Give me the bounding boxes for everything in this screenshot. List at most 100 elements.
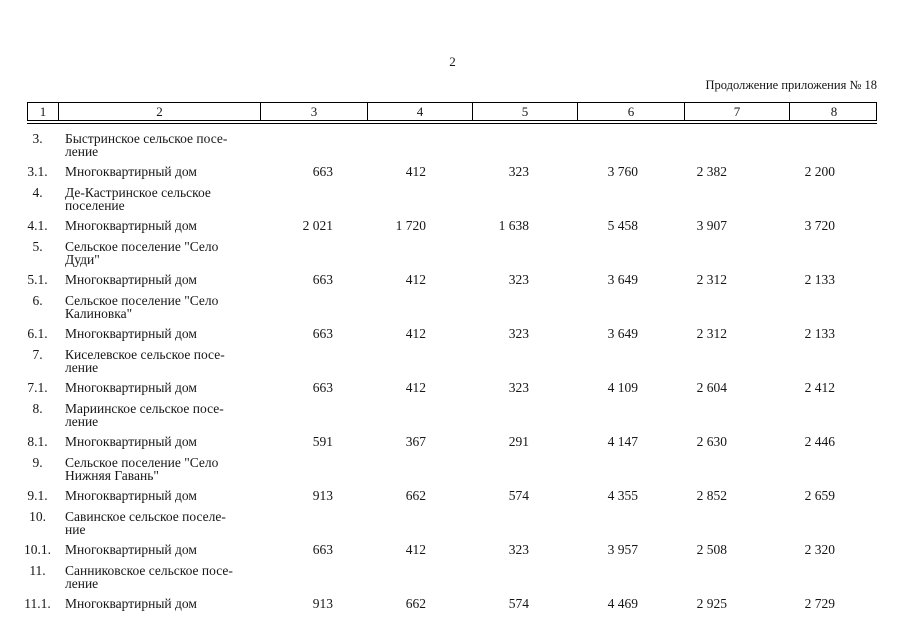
row-number-cell: 3.: [27, 131, 58, 147]
row-name-cell: Многоквартирный дом: [58, 381, 260, 395]
row-number-cell: 4.1.: [27, 219, 58, 233]
value-cell: 591: [312, 434, 333, 450]
row-name-line: Многоквартирный дом: [65, 542, 197, 558]
row-name-cell: Киселевское сельское посе-ление: [58, 348, 260, 375]
row-number: 9.1.: [27, 488, 48, 504]
row-number-cell: 11.: [27, 564, 58, 578]
row-name-cell: Многоквартирный дом: [58, 597, 260, 611]
row-name-cell: Многоквартирный дом: [58, 273, 260, 287]
row-name-line: ление: [65, 576, 99, 592]
row-name-line: Сельское поселение "Село: [65, 455, 219, 471]
row-number-cell: 11.1.: [24, 596, 58, 612]
value-cell: 2 133: [804, 326, 835, 342]
value-cell: 412: [405, 272, 426, 288]
table-header-cell: 1: [28, 103, 59, 120]
row-name-cell: Савинское сельское поселе-ние: [58, 509, 260, 538]
row-name-line: Сельское поселение "Село: [65, 239, 219, 255]
row-name-cell: Многоквартирный дом: [58, 218, 260, 234]
row-number: 8.: [32, 401, 43, 417]
row-name-line: Многоквартирный дом: [65, 218, 197, 234]
row-name-line: ние: [65, 522, 86, 538]
row-name-line: Нижняя Гавань": [65, 468, 159, 484]
row-name-line: Калиновка": [65, 306, 133, 322]
value-cell: 2 320: [804, 542, 835, 558]
value-cell: 3 760: [607, 164, 638, 180]
row-number-cell: 7.1.: [27, 380, 58, 396]
page-number: 2: [449, 54, 456, 69]
value-cell: 323: [508, 272, 529, 288]
row-number-cell: 10.1.: [24, 542, 58, 558]
row-number: 3.: [32, 131, 43, 147]
row-number: 10.1.: [24, 542, 51, 558]
value-cell: 2 446: [804, 434, 835, 450]
value-cell: 663: [312, 542, 333, 558]
row-number-cell: 6.1.: [27, 327, 58, 341]
table-row: 11.1. Многоквартирный дом 913 662 574 4 469 2 …: [24, 596, 877, 612]
row-number-cell: 6.: [27, 293, 58, 309]
row-number: 3.1.: [27, 164, 48, 180]
value-cell: 2 312: [696, 272, 727, 288]
row-number: 10.: [29, 509, 46, 525]
table-header-cell: 5: [473, 103, 578, 120]
row-number: 11.1.: [24, 596, 51, 612]
row-name-cell: Санниковское сельское посе-ление: [58, 563, 260, 592]
row-number: 7.1.: [27, 380, 48, 396]
row-name-cell: Де-Кастринское сельское поселение: [58, 186, 260, 213]
table-header-cell: 6: [578, 103, 685, 120]
value-cell: 574: [508, 488, 529, 504]
row-name-line: Многоквартирный дом: [65, 488, 197, 504]
value-cell: 323: [508, 542, 529, 558]
table-row: 8.1. Многоквартирный дом 591 367 291 4 147 2 6…: [27, 434, 877, 450]
value-cell: 662: [405, 596, 426, 612]
value-cell: 663: [312, 272, 333, 288]
table-row: 5. Сельское поселение "Село Дуди": [27, 239, 877, 268]
value-cell: 4 469: [607, 596, 638, 612]
row-number: 4.: [32, 185, 43, 201]
row-number: 5.: [32, 239, 43, 255]
value-cell: 4 109: [607, 380, 638, 396]
row-name-line: Савинское сельское поселе-: [65, 509, 226, 525]
value-cell: 2 412: [804, 380, 835, 396]
table-row: 10. Савинское сельское поселе-ние: [27, 509, 877, 538]
table-header-cell: 7: [685, 103, 790, 120]
row-number-cell: 7.: [27, 347, 58, 363]
value-cell: 412: [405, 164, 426, 180]
value-cell: 323: [508, 164, 529, 180]
row-name-line: Сельское поселение "Село: [65, 293, 219, 309]
value-cell: 5 458: [607, 218, 638, 234]
value-cell: 2 729: [804, 596, 835, 612]
row-name-line: Дуди": [65, 252, 100, 268]
row-name-line: Многоквартирный дом: [65, 326, 197, 342]
row-number-cell: 8.: [27, 401, 58, 417]
value-cell: 2 312: [696, 326, 727, 342]
row-name-cell: Быстринское сельское посе-ление: [58, 132, 260, 159]
value-cell: 663: [312, 164, 333, 180]
row-name-line: ление: [65, 414, 99, 430]
row-name-cell: Мариинское сельское посе-ление: [58, 401, 260, 430]
continuation-note: Продолжение приложения № 18: [705, 78, 877, 92]
value-cell: 2 382: [696, 164, 727, 180]
table-row: 6.1. Многоквартирный дом 663 412 323 3 649 2 3…: [27, 326, 877, 342]
row-name-line: Мариинское сельское посе-: [65, 401, 224, 417]
value-cell: 663: [312, 326, 333, 342]
value-cell: 3 907: [696, 218, 727, 234]
value-cell: 1 720: [395, 218, 426, 234]
table-header-cell: 3: [261, 103, 368, 120]
row-name-line: Многоквартирный дом: [65, 434, 197, 450]
row-number: 6.: [32, 293, 43, 309]
value-cell: 662: [405, 488, 426, 504]
row-number: 7.: [32, 347, 43, 363]
value-cell: 2 021: [302, 218, 333, 234]
row-number-cell: 9.: [27, 455, 58, 471]
table-row: 4.1. Многоквартирный дом 2 021 1 720 1 638 5 …: [27, 218, 877, 234]
value-cell: 4 355: [607, 488, 638, 504]
row-number: 5.1.: [27, 272, 48, 288]
table-header-cell: 2: [59, 103, 261, 120]
row-number: 9.: [32, 455, 43, 471]
row-name-line: Санниковское сельское посе-: [65, 563, 233, 579]
row-number-cell: 4.: [27, 185, 58, 201]
value-cell: 412: [405, 380, 426, 396]
value-cell: 3 649: [607, 272, 638, 288]
table-row: 7. Киселевское сельское посе-ление: [27, 347, 877, 375]
